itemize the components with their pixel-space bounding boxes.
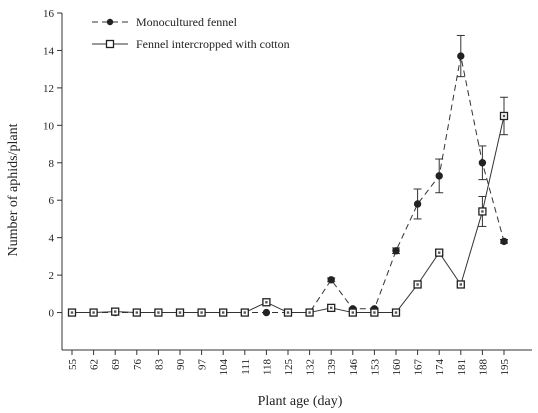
data-point	[500, 237, 508, 246]
data-point-inner	[114, 310, 117, 313]
y-tick-label: 10	[43, 120, 55, 132]
x-tick-label: 146	[348, 359, 360, 376]
data-point-inner	[70, 311, 74, 314]
legend-label-2: Fennel intercropped with cotton	[136, 37, 290, 51]
x-tick-label: 62	[89, 359, 101, 370]
data-point-inner	[416, 283, 419, 286]
data-point-inner	[330, 306, 333, 310]
legend: Monocultured fennel Fennel intercropped w…	[92, 15, 290, 51]
x-tick-label: 139	[326, 359, 338, 376]
y-tick-label: 16	[43, 8, 55, 20]
data-point-inner	[200, 311, 203, 314]
x-tick-label: 97	[197, 359, 209, 371]
data-point	[327, 276, 335, 284]
series-markers	[67, 52, 509, 317]
legend-marker-2	[105, 39, 115, 49]
x-tick-label: 90	[175, 359, 187, 371]
data-point-inner	[135, 311, 138, 314]
data-point-inner	[373, 311, 376, 314]
y-tick-label: 4	[49, 233, 55, 245]
data-point	[413, 200, 422, 208]
data-point	[392, 247, 400, 255]
data-point-inner	[481, 210, 484, 213]
y-tick-label: 14	[43, 45, 55, 57]
x-tick-label: 125	[283, 359, 295, 376]
x-tick-label: 55	[67, 359, 79, 371]
data-point-inner	[351, 311, 354, 314]
x-tick-label: 167	[413, 359, 425, 376]
legend-marker-1	[106, 18, 114, 26]
x-tick-label: 188	[477, 359, 489, 376]
data-point	[262, 308, 271, 317]
x-tick-label: 160	[391, 359, 403, 376]
y-tick-label: 6	[49, 195, 55, 207]
data-point-inner	[243, 311, 246, 314]
x-tick-label: 111	[240, 359, 252, 375]
data-point-inner	[308, 311, 311, 314]
data-point-inner	[265, 301, 268, 304]
y-tick-label: 2	[49, 270, 55, 282]
series-line-2	[72, 115, 505, 314]
x-tick-label: 195	[499, 359, 511, 376]
x-tick-label: 76	[132, 359, 144, 371]
data-point	[435, 172, 443, 180]
data-point-inner	[502, 114, 506, 118]
y-axis-label: Number of aphids/plant	[6, 123, 21, 256]
data-point-inner	[394, 311, 398, 314]
data-point	[478, 159, 487, 167]
data-point-inner	[438, 251, 441, 254]
x-tick-label: 118	[261, 359, 273, 376]
data-point-inner	[459, 283, 462, 286]
data-point-inner	[92, 311, 95, 314]
data-point-inner	[222, 311, 225, 314]
error-bars	[327, 34, 508, 311]
data-point	[457, 52, 465, 60]
x-tick-label: 104	[218, 359, 230, 376]
x-axis-label: Plant age (day)	[258, 394, 343, 409]
x-tick-label: 83	[153, 359, 165, 371]
y-tick-label: 0	[49, 308, 55, 320]
axes: 0 2 4 6 8 10 12 14 16 55 62 69 76 83 90 97 104 111 118 125 1…	[43, 8, 532, 376]
data-point-inner	[157, 311, 160, 314]
x-tick-label: 69	[110, 359, 122, 371]
x-tick-label: 181	[456, 359, 468, 376]
x-tick-label: 132	[305, 359, 317, 376]
data-point-inner	[178, 311, 182, 314]
legend-label-1: Monocultured fennel	[136, 15, 238, 29]
y-tick-label: 8	[49, 158, 55, 170]
x-tick-label: 153	[369, 359, 381, 376]
data-point-inner	[286, 311, 290, 314]
x-tick-label: 174	[434, 359, 446, 376]
y-tick-label: 12	[43, 83, 54, 95]
